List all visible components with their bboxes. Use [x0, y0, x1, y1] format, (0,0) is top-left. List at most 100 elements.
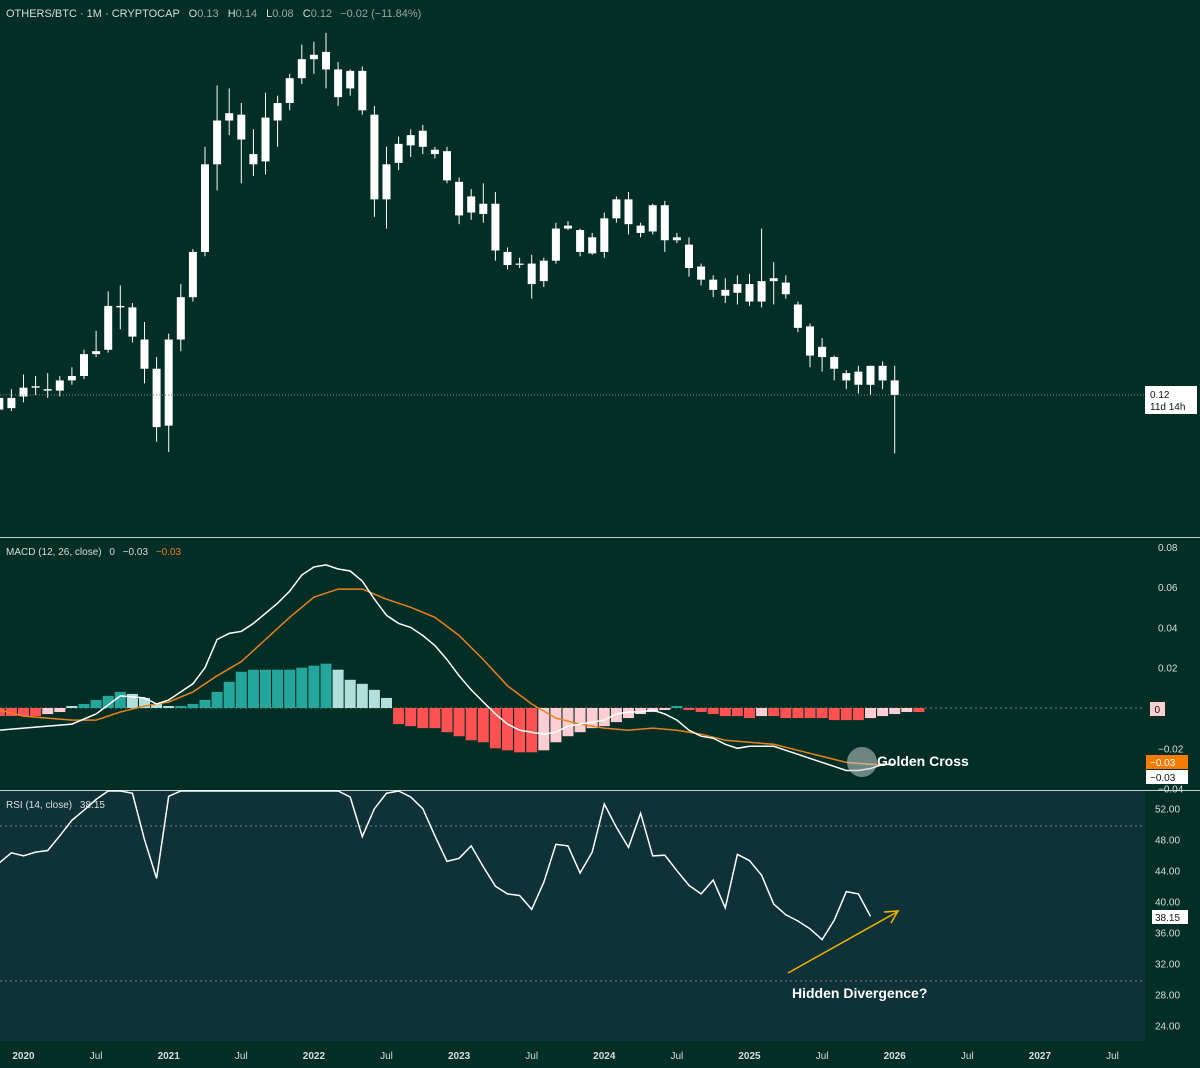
macd-hist-bar	[42, 708, 54, 715]
macd-hist-bar	[235, 671, 247, 708]
x-axis-label: Jul	[90, 1051, 103, 1062]
macd-hist-bar	[272, 669, 284, 708]
candle	[503, 247, 512, 270]
macd-legend: MACD (12, 26, close) 0 −0.03 −0.03	[6, 547, 182, 558]
candle	[648, 203, 657, 235]
candle-body	[285, 78, 294, 103]
x-axis-label: Jul	[380, 1051, 393, 1062]
divergence-arrow	[787, 911, 898, 974]
candle	[7, 389, 16, 412]
candle	[636, 222, 645, 238]
candle-body	[19, 387, 28, 397]
candle-body	[648, 205, 657, 232]
candle	[164, 333, 173, 452]
rsi-axis-tick: 36.00	[1155, 929, 1180, 940]
candle-body	[273, 103, 282, 121]
rsi-tag: 38.15	[1152, 910, 1188, 924]
candle	[564, 221, 572, 231]
candle-body	[806, 326, 814, 356]
candle-body	[612, 199, 621, 219]
x-axis-label: 2026	[884, 1051, 907, 1062]
macd-hist-bar	[780, 708, 792, 719]
macd-zero-tag: 0	[1150, 702, 1165, 716]
candle	[128, 303, 137, 343]
macd-hist-bar	[151, 703, 163, 708]
candle	[479, 183, 488, 223]
macd-hist-bar	[429, 708, 441, 729]
change-value: −0.02 (−11.84%)	[340, 8, 421, 20]
macd-axis-tick: 0.08	[1158, 543, 1178, 554]
macd-hist-bar	[381, 697, 392, 708]
x-axis-label: Jul	[525, 1051, 538, 1062]
high-value: 0.14	[236, 8, 257, 20]
candle-body	[624, 199, 633, 225]
candle	[297, 44, 306, 85]
candle	[249, 129, 258, 176]
candle-body	[92, 351, 101, 355]
candle-body	[842, 373, 851, 381]
candle-body	[551, 228, 560, 261]
candle	[43, 373, 52, 398]
macd-hist-bar	[90, 699, 102, 708]
macd-axis-tick: 0.02	[1158, 664, 1178, 675]
candle-body	[55, 380, 64, 391]
macd-hist-bar	[477, 708, 489, 743]
candle	[201, 146, 209, 257]
candle	[830, 355, 839, 381]
macd-hist-bar	[114, 691, 126, 708]
candle-body	[418, 130, 427, 147]
candle-body	[394, 143, 403, 163]
macd-hist-bar	[635, 708, 647, 715]
macd-hist-bar	[441, 708, 453, 733]
candle-body	[188, 251, 197, 298]
candle-body	[261, 117, 270, 162]
macd-hist-bar	[126, 693, 138, 708]
macd-hist-bar	[913, 708, 925, 713]
golden-cross-label: Golden Cross	[877, 753, 969, 769]
candle-body	[685, 244, 693, 268]
candle	[842, 370, 851, 390]
rsi-pane-bg	[0, 791, 1145, 1041]
candle-body	[672, 237, 681, 241]
candle-body	[636, 225, 645, 233]
candle-body	[213, 120, 222, 165]
candle-body	[830, 357, 839, 369]
macd-hist-bar	[889, 708, 901, 715]
candles-layer	[0, 32, 899, 454]
symbol-label: OTHERS/BTC · 1M · CRYPTOCAP	[6, 8, 180, 20]
macd-hist-bar	[562, 708, 574, 737]
macd-hist-bar	[538, 708, 550, 751]
candle-body	[225, 113, 234, 121]
candle	[866, 365, 875, 395]
macd-hist-bar	[465, 708, 477, 741]
candle-body	[576, 230, 585, 252]
candle	[225, 88, 234, 136]
candle-body	[491, 203, 500, 251]
macd-hist-bar	[405, 708, 417, 727]
candle	[806, 323, 814, 368]
open-label: O	[189, 8, 198, 20]
macd-hist-bar	[320, 663, 332, 708]
candle-body	[140, 339, 149, 369]
low-label: L	[266, 8, 272, 20]
macd-hist-bar	[175, 705, 187, 708]
candle-body	[249, 154, 258, 165]
x-axis-label: Jul	[961, 1051, 974, 1062]
candle	[346, 69, 355, 96]
candle	[467, 189, 476, 220]
candle	[733, 275, 742, 305]
candle-body	[297, 59, 306, 79]
candle	[309, 41, 318, 74]
candle	[491, 192, 500, 261]
candle	[709, 275, 718, 298]
rsi-tag-text: 38.15	[1155, 913, 1180, 924]
macd-hist-bar	[453, 708, 465, 737]
macd-hist-bar	[211, 691, 223, 708]
candle-body	[382, 164, 391, 200]
candle	[188, 249, 197, 302]
macd-hist-bar	[260, 669, 271, 708]
macd-hist-bar	[756, 708, 768, 717]
macd-hist-bar	[574, 708, 586, 733]
macd-line	[0, 564, 895, 772]
